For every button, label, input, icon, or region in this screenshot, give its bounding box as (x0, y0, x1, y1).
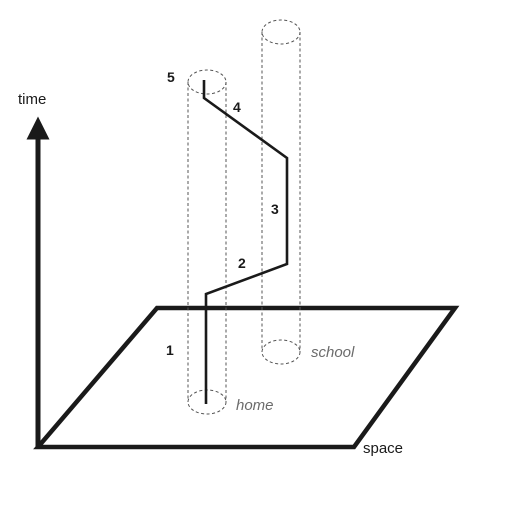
space-time-path (202, 80, 289, 404)
school-label: school (311, 344, 355, 361)
school-cylinder (261, 19, 301, 365)
time-axis-label: time (18, 91, 46, 108)
segment-label-2: 2 (238, 255, 246, 271)
space-axis-label: space (363, 440, 403, 457)
space-plane (33, 305, 460, 450)
segment-label-5: 5 (167, 69, 175, 85)
segment-label-4: 4 (233, 99, 241, 115)
home-label: home (236, 397, 274, 414)
segment-label-3: 3 (271, 201, 279, 217)
segment-label-1: 1 (166, 342, 174, 358)
